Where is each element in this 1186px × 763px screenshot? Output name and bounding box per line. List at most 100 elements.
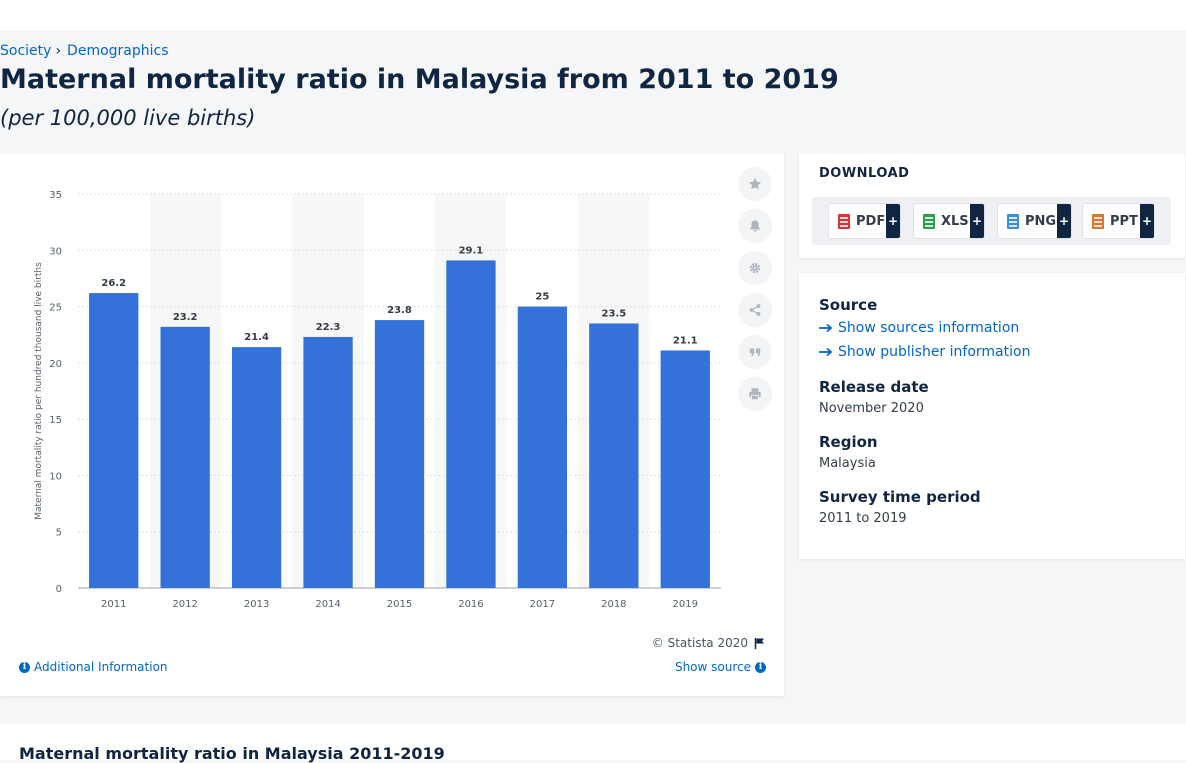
y-tick-label: 10: [49, 471, 62, 482]
bell-icon: [750, 220, 760, 232]
data-label: 21.4: [244, 332, 269, 343]
show-publisher-label: Show publisher information: [838, 344, 1031, 360]
bar-2016: [446, 260, 496, 588]
additional-information-link[interactable]: i Additional Information: [19, 660, 168, 674]
data-label: 23.8: [387, 305, 412, 316]
copyright: © Statista 2020: [652, 636, 766, 650]
data-label: 23.5: [601, 308, 626, 319]
bar-2019: [660, 350, 710, 588]
release-date-value: November 2020: [819, 401, 924, 416]
show-source-link[interactable]: Show source i: [675, 660, 766, 674]
x-tick-label: 2014: [315, 599, 340, 610]
breadcrumb: Society › Demographics: [0, 43, 169, 59]
arrow-right-icon: [819, 323, 833, 333]
bottom-card: Maternal mortality ratio in Malaysia 201…: [0, 724, 1186, 763]
arrow-right-icon: [819, 347, 833, 357]
download-xls-button[interactable]: XLS +: [913, 203, 985, 239]
plus-icon: +: [886, 204, 900, 238]
bar-chart: 0 5 10 15 20 25 30 35 Maternal mortality ratio p…: [34, 190, 721, 610]
region-value: Malaysia: [819, 456, 876, 471]
show-sources-link[interactable]: Show sources information: [819, 320, 1019, 336]
data-label: 26.2: [101, 278, 126, 289]
x-tick-label: 2015: [387, 599, 412, 610]
bar-2013: [231, 347, 282, 588]
additional-information-label: Additional Information: [34, 660, 168, 674]
download-title: DOWNLOAD: [819, 166, 910, 181]
data-label: 22.3: [316, 322, 341, 333]
x-tick-label: 2018: [601, 599, 626, 610]
x-tick-label: 2011: [101, 599, 126, 610]
x-tick-label: 2017: [530, 599, 555, 610]
data-label: 25: [535, 292, 549, 303]
bar-2018: [589, 323, 639, 588]
page-subtitle: (per 100,000 live births): [0, 106, 256, 130]
download-png-button[interactable]: PNG +: [997, 203, 1072, 239]
x-tick-label: 2013: [244, 599, 269, 610]
y-tick-label: 35: [49, 190, 62, 201]
breadcrumb-separator: ›: [55, 43, 62, 59]
release-date-label: Release date: [819, 378, 929, 396]
show-sources-label: Show sources information: [838, 320, 1020, 336]
print-icon: [749, 388, 761, 401]
bar-2014: [303, 336, 353, 588]
survey-period-value: 2011 to 2019: [819, 511, 907, 526]
flag-icon[interactable]: [754, 637, 766, 650]
data-label: 23.2: [173, 312, 198, 323]
info-icon: i: [755, 661, 766, 673]
plus-icon: +: [970, 204, 984, 238]
bar-2012: [160, 326, 210, 588]
xls-file-icon: [923, 213, 935, 229]
source-label: Source: [819, 296, 878, 314]
copyright-text: © Statista 2020: [651, 636, 748, 650]
top-bar: [0, 0, 1186, 30]
download-ppt-button[interactable]: PPT +: [1082, 203, 1155, 239]
png-file-icon: [1007, 213, 1019, 229]
share-icon: [749, 304, 761, 316]
y-tick-label: 0: [56, 584, 62, 595]
download-card: DOWNLOAD PDF + XLS + PNG + PPT +: [799, 154, 1185, 258]
y-tick-label: 15: [49, 415, 62, 426]
info-icon: i: [19, 661, 30, 673]
region-label: Region: [819, 433, 878, 451]
download-pdf-label: PDF: [856, 213, 886, 229]
cite-button[interactable]: [738, 335, 772, 369]
gear-icon: [749, 262, 761, 274]
x-tick-label: 2019: [673, 599, 698, 610]
section-title: Maternal mortality ratio in Malaysia 201…: [19, 744, 445, 763]
pdf-file-icon: [838, 213, 850, 229]
page-title: Maternal mortality ratio in Malaysia fro…: [0, 64, 839, 95]
download-xls-label: XLS: [941, 213, 969, 229]
ppt-file-icon: [1092, 213, 1104, 229]
chart-card: 0 5 10 15 20 25 30 35 Maternal mortality ratio p…: [0, 154, 784, 696]
favorite-button[interactable]: [738, 167, 772, 201]
x-tick-label: 2016: [458, 599, 483, 610]
print-button[interactable]: [738, 377, 772, 411]
y-tick-label: 5: [56, 528, 62, 539]
show-publisher-link[interactable]: Show publisher information: [819, 344, 1030, 360]
bar-2011: [89, 293, 139, 588]
notification-button[interactable]: [738, 209, 772, 243]
show-source-label: Show source: [674, 660, 751, 674]
y-tick-label: 30: [49, 246, 62, 257]
share-button[interactable]: [738, 293, 772, 327]
download-png-label: PNG: [1025, 213, 1057, 229]
y-axis-label: Maternal mortality ratio per hundred tho…: [34, 262, 44, 520]
info-card: Source Show sources information Show pub…: [799, 273, 1185, 559]
x-tick-label: 2012: [172, 599, 197, 610]
bar-2017: [517, 306, 568, 588]
data-label: 21.1: [673, 335, 698, 346]
y-tick-label: 25: [49, 303, 62, 314]
download-ppt-label: PPT: [1110, 213, 1138, 229]
plus-icon: +: [1057, 204, 1071, 238]
breadcrumb-society-link[interactable]: Society: [0, 43, 52, 59]
quote-icon: [749, 348, 761, 357]
settings-button[interactable]: [738, 251, 772, 285]
download-buttons: PDF + XLS + PNG + PPT +: [812, 197, 1171, 245]
breadcrumb-demographics-link[interactable]: Demographics: [67, 43, 169, 59]
download-pdf-button[interactable]: PDF +: [828, 203, 901, 239]
bar-2015: [374, 320, 425, 588]
plus-icon: +: [1140, 204, 1154, 238]
y-tick-label: 20: [49, 359, 62, 370]
star-icon: [748, 177, 762, 190]
data-label: 29.1: [459, 245, 484, 256]
